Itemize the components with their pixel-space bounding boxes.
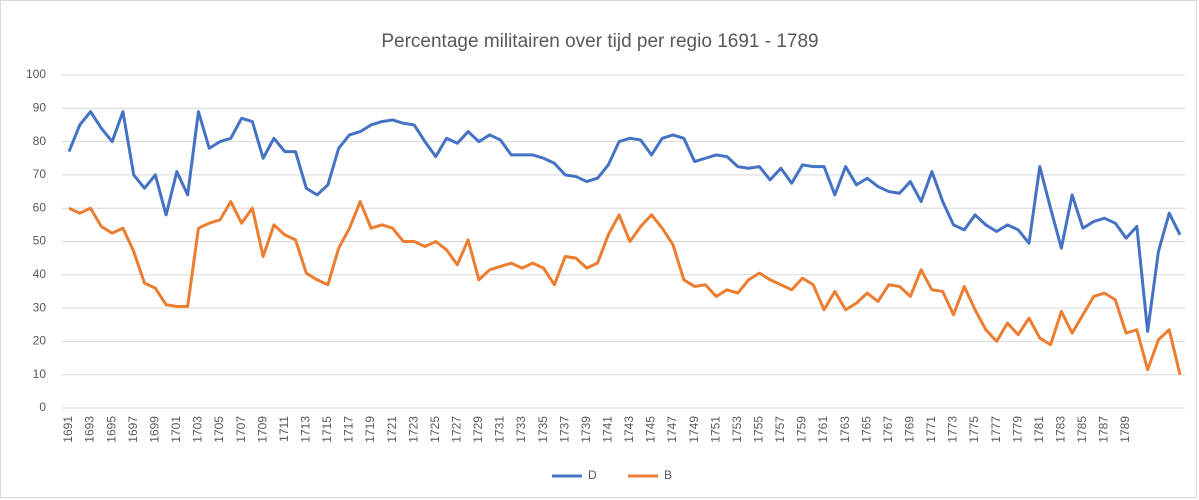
x-tick-label: 1695 — [104, 416, 118, 443]
x-tick-label: 1761 — [816, 416, 830, 443]
x-tick-label: 1691 — [61, 416, 75, 443]
line-series — [67, 110, 1182, 333]
y-tick-label: 20 — [33, 334, 47, 348]
x-tick-label: 1775 — [967, 416, 981, 443]
x-tick-label: 1787 — [1097, 416, 1111, 443]
x-tick-label: 1707 — [234, 416, 248, 443]
x-tick-label: 1755 — [752, 416, 766, 443]
x-tick-label: 1759 — [795, 416, 809, 443]
x-tick-label: 1711 — [277, 416, 291, 442]
y-tick-label: 40 — [33, 267, 47, 281]
x-tick-label: 1777 — [989, 416, 1003, 443]
x-tick-label: 1697 — [126, 416, 140, 443]
y-tick-label: 50 — [33, 234, 47, 248]
y-tick-label: 30 — [33, 300, 47, 314]
x-tick-label: 1741 — [600, 416, 614, 443]
x-tick-label: 1785 — [1075, 416, 1089, 443]
x-tick-label: 1699 — [147, 416, 161, 443]
x-tick-label: 1765 — [859, 416, 873, 443]
x-tick-label: 1719 — [363, 416, 377, 443]
x-tick-label: 1779 — [1010, 416, 1024, 443]
y-tick-label: 60 — [33, 200, 47, 214]
x-tick-label: 1709 — [255, 416, 269, 443]
x-tick-label: 1745 — [644, 416, 658, 443]
x-tick-label: 1723 — [406, 416, 420, 443]
y-tick-label: 0 — [39, 400, 46, 414]
x-tick-label: 1729 — [471, 416, 485, 443]
x-tick-label: 1749 — [687, 416, 701, 443]
x-tick-label: 1737 — [557, 416, 571, 443]
x-tick-label: 1701 — [169, 416, 183, 443]
y-tick-label: 10 — [33, 367, 47, 381]
x-tick-label: 1731 — [493, 416, 507, 443]
x-tick-label: 1693 — [83, 416, 97, 443]
x-tick-label: 1763 — [838, 416, 852, 443]
x-tick-label: 1747 — [665, 416, 679, 443]
x-tick-label: 1705 — [212, 416, 226, 443]
x-tick-label: 1767 — [881, 416, 895, 443]
x-tick-label: 1781 — [1032, 416, 1046, 443]
x-tick-label: 1735 — [536, 416, 550, 443]
line-series — [68, 200, 1182, 376]
x-tick-label: 1789 — [1118, 416, 1132, 443]
x-tick-label: 1783 — [1054, 416, 1068, 443]
y-tick-label: 90 — [33, 100, 47, 114]
x-tick-label: 1727 — [449, 416, 463, 443]
x-tick-label: 1721 — [385, 416, 399, 443]
chart-title: Percentage militairen over tijd per regi… — [381, 31, 818, 52]
x-tick-label: 1717 — [342, 416, 356, 443]
x-tick-label: 1757 — [773, 416, 787, 443]
x-tick-label: 1771 — [924, 416, 938, 443]
x-tick-label: 1751 — [708, 416, 722, 443]
x-tick-label: 1739 — [579, 416, 593, 443]
y-tick-label: 80 — [33, 134, 47, 148]
y-tick-label: 70 — [33, 167, 47, 181]
x-tick-label: 1743 — [622, 416, 636, 443]
x-tick-label: 1769 — [903, 416, 917, 443]
x-tick-label: 1773 — [946, 416, 960, 443]
y-tick-label: 100 — [26, 67, 46, 81]
x-tick-label: 1753 — [730, 416, 744, 443]
x-tick-label: 1733 — [514, 416, 528, 443]
x-tick-label: 1725 — [428, 416, 442, 443]
x-tick-label: 1713 — [298, 416, 312, 443]
x-tick-label: 1715 — [320, 416, 334, 443]
x-tick-label: 1703 — [191, 416, 205, 443]
legend-label: D — [588, 468, 597, 482]
legend-label: B — [664, 468, 672, 482]
